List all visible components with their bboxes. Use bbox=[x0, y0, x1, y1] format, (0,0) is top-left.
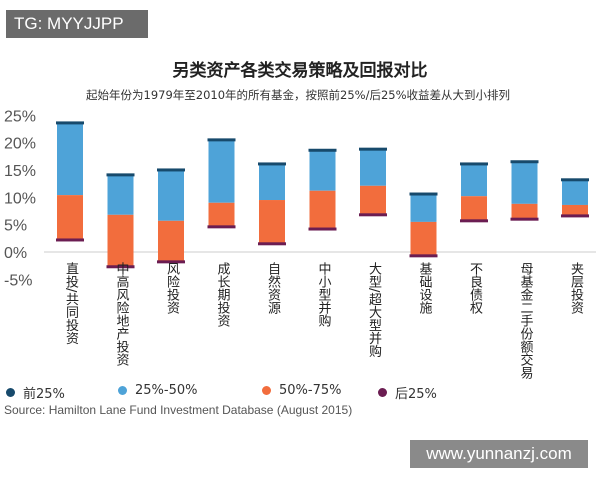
watermark-top: TG: MYYJJPP bbox=[6, 10, 148, 38]
x-tick-label: 不良债权 bbox=[467, 262, 482, 314]
bar-50-75 bbox=[410, 221, 437, 256]
y-tick-label: 10% bbox=[4, 190, 36, 207]
bar-25-50 bbox=[410, 194, 437, 222]
bar-25-50 bbox=[309, 150, 336, 191]
legend-label: 前25% bbox=[23, 387, 65, 402]
bar-25-50 bbox=[107, 174, 134, 215]
legend-marker bbox=[262, 386, 271, 395]
chart-title: 另类资产各类交易策略及回报对比 bbox=[172, 61, 428, 81]
marker-top-25 bbox=[207, 138, 236, 142]
bar-50-75 bbox=[208, 202, 235, 227]
marker-top-25 bbox=[56, 121, 84, 125]
x-tick-label: 夹层投资 bbox=[568, 262, 583, 314]
marker-bottom-25 bbox=[157, 260, 185, 264]
x-tick-label: 自然资源 bbox=[265, 262, 280, 314]
marker-bottom-25 bbox=[359, 213, 387, 217]
marker-top-25 bbox=[460, 162, 488, 166]
bar-25-50 bbox=[57, 122, 83, 196]
bar-50-75 bbox=[158, 220, 184, 262]
bar-25-50 bbox=[461, 163, 487, 197]
x-tick-label: 大型/超大型并购 bbox=[366, 262, 381, 358]
y-tick-label: 15% bbox=[4, 163, 36, 180]
y-tick-label: 5% bbox=[4, 218, 27, 235]
legend-marker bbox=[378, 388, 387, 397]
x-tick-label: 基础设施 bbox=[416, 262, 432, 314]
marker-bottom-25 bbox=[561, 214, 589, 218]
marker-bottom-25 bbox=[409, 254, 438, 258]
bar-25-50 bbox=[360, 149, 386, 186]
marker-top-25 bbox=[258, 162, 286, 166]
legend-item: 后25% bbox=[378, 383, 437, 402]
bar-50-75 bbox=[309, 190, 336, 230]
x-tick-label: 风险投资 bbox=[164, 262, 179, 314]
legend-marker bbox=[118, 386, 127, 395]
marker-top-25 bbox=[510, 160, 539, 164]
marker-top-25 bbox=[157, 168, 185, 172]
marker-top-25 bbox=[409, 192, 438, 196]
x-tick-label: 中小型并购 bbox=[315, 262, 331, 327]
y-tick-label: 25% bbox=[4, 108, 36, 125]
bar-50-75 bbox=[107, 214, 134, 267]
marker-bottom-25 bbox=[510, 217, 539, 221]
marker-bottom-25 bbox=[308, 227, 337, 231]
marker-bottom-25 bbox=[460, 219, 488, 223]
marker-bottom-25 bbox=[258, 242, 286, 246]
bar-25-50 bbox=[259, 163, 285, 201]
chart-subtitle: 起始年份为1979年至2010年的所有基金，按照前25%/后25%收益差从大到小… bbox=[86, 88, 511, 102]
legend: 前25% 25%-50% 50%-75% 后25% bbox=[0, 383, 600, 403]
marker-top-25 bbox=[561, 178, 589, 182]
marker-top-25 bbox=[359, 147, 387, 151]
legend-item: 前25% bbox=[6, 383, 65, 402]
bar-25-50 bbox=[208, 139, 235, 203]
x-tick-label: 直投/共同投资 bbox=[63, 262, 78, 345]
legend-label: 25%-50% bbox=[135, 383, 198, 398]
bar-50-75 bbox=[259, 200, 285, 244]
legend-label: 50%-75% bbox=[279, 383, 342, 398]
marker-top-25 bbox=[308, 148, 337, 152]
bar-50-75 bbox=[461, 196, 487, 221]
legend-item: 50%-75% bbox=[262, 383, 341, 398]
y-tick-label: -5% bbox=[4, 272, 32, 289]
source-note: Source: Hamilton Lane Fund Investment Da… bbox=[4, 403, 353, 417]
y-tick-label: 0% bbox=[4, 245, 27, 262]
x-tick-label: 中高风险地产投资 bbox=[113, 262, 129, 366]
marker-bottom-25 bbox=[56, 238, 84, 242]
x-tick-label: 母基金二手份额交易 bbox=[517, 262, 533, 379]
bar-25-50 bbox=[562, 179, 588, 205]
watermark-bottom: www.yunnanzj.com bbox=[410, 440, 588, 468]
legend-marker bbox=[6, 388, 15, 397]
marker-top-25 bbox=[106, 173, 135, 177]
bar-50-75 bbox=[562, 204, 588, 216]
bar-50-75 bbox=[360, 185, 386, 215]
y-tick-label: 20% bbox=[4, 136, 36, 153]
legend-item: 25%-50% bbox=[118, 383, 197, 398]
marker-bottom-25 bbox=[207, 225, 236, 229]
bar-50-75 bbox=[57, 195, 83, 240]
legend-label: 后25% bbox=[395, 387, 437, 402]
marker-bottom-25 bbox=[106, 265, 135, 269]
bar-25-50 bbox=[158, 169, 184, 221]
bar-50-75 bbox=[511, 203, 538, 220]
x-tick-label: 成长期投资 bbox=[214, 262, 230, 327]
bar-25-50 bbox=[511, 161, 538, 204]
